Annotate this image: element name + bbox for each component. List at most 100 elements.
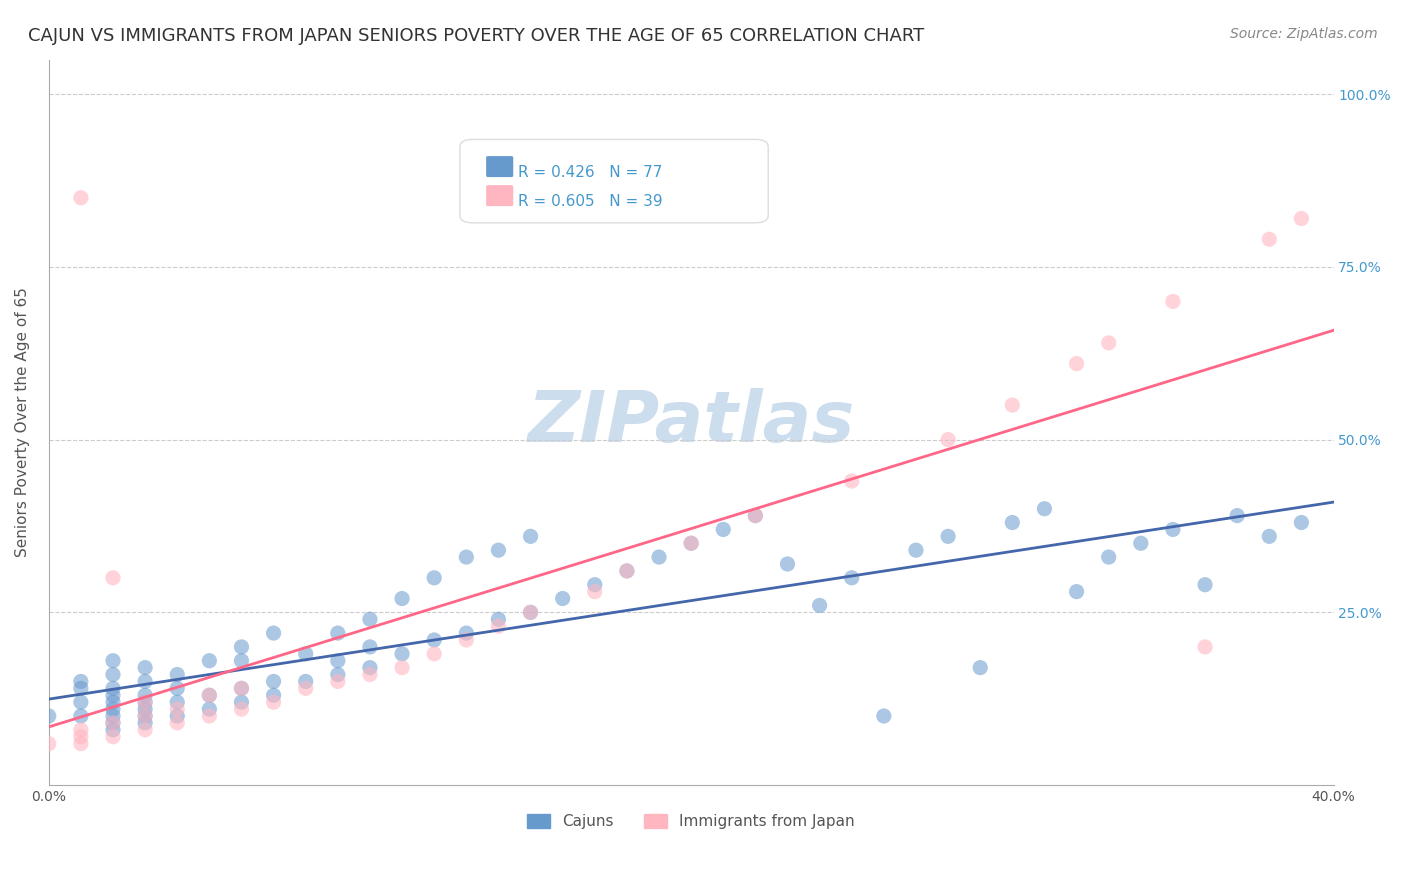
Point [681, 536, 703, 550]
Point [1001, 516, 1024, 530]
Point [873, 709, 896, 723]
Point [551, 591, 574, 606]
Point [70, 681, 93, 696]
Point [134, 715, 156, 730]
Point [231, 702, 253, 716]
Text: Source: ZipAtlas.com: Source: ZipAtlas.com [1230, 27, 1378, 41]
Point [359, 667, 381, 681]
Text: ZIPatlas: ZIPatlas [527, 388, 855, 457]
Point [519, 605, 541, 619]
Point [583, 584, 606, 599]
Point [456, 632, 478, 647]
Point [198, 702, 221, 716]
Point [1161, 294, 1184, 309]
Point [519, 529, 541, 543]
Point [134, 688, 156, 702]
Point [70, 709, 93, 723]
Point [711, 523, 734, 537]
Legend: Cajuns, Immigrants from Japan: Cajuns, Immigrants from Japan [522, 808, 862, 836]
Point [326, 667, 349, 681]
Point [70, 674, 93, 689]
Point [101, 571, 124, 585]
Point [198, 688, 221, 702]
Point [841, 474, 863, 488]
Point [326, 674, 349, 689]
Point [101, 681, 124, 696]
Point [969, 660, 991, 674]
Point [134, 674, 156, 689]
Point [294, 681, 316, 696]
Point [744, 508, 766, 523]
Point [166, 667, 188, 681]
Point [294, 674, 316, 689]
Point [1098, 550, 1121, 565]
Point [134, 709, 156, 723]
Point [166, 702, 188, 716]
Point [231, 695, 253, 709]
Point [1066, 357, 1088, 371]
Point [1098, 335, 1121, 350]
Point [456, 626, 478, 640]
Point [38, 737, 60, 751]
Point [456, 550, 478, 565]
Point [841, 571, 863, 585]
FancyBboxPatch shape [486, 157, 513, 177]
Point [1291, 516, 1313, 530]
Point [776, 557, 799, 571]
Point [391, 647, 413, 661]
Point [101, 702, 124, 716]
FancyBboxPatch shape [486, 186, 513, 205]
Point [198, 654, 221, 668]
Point [101, 730, 124, 744]
Point [1258, 529, 1281, 543]
Point [70, 695, 93, 709]
Point [198, 709, 221, 723]
Point [263, 688, 285, 702]
Point [1066, 584, 1088, 599]
Point [70, 737, 93, 751]
Point [101, 715, 124, 730]
Point [263, 674, 285, 689]
Point [936, 433, 959, 447]
Point [134, 660, 156, 674]
Point [101, 695, 124, 709]
Point [359, 612, 381, 626]
Point [744, 508, 766, 523]
Point [616, 564, 638, 578]
Point [166, 695, 188, 709]
Point [70, 730, 93, 744]
Point [166, 681, 188, 696]
Point [198, 688, 221, 702]
Point [519, 605, 541, 619]
Point [1033, 501, 1056, 516]
Point [1001, 398, 1024, 412]
Point [326, 626, 349, 640]
Point [166, 715, 188, 730]
Point [134, 695, 156, 709]
Point [423, 571, 446, 585]
Point [423, 647, 446, 661]
Point [101, 723, 124, 737]
Point [616, 564, 638, 578]
Point [326, 654, 349, 668]
Point [583, 578, 606, 592]
Point [101, 715, 124, 730]
Point [1194, 578, 1216, 592]
Point [486, 543, 509, 558]
Point [486, 619, 509, 633]
Point [134, 702, 156, 716]
Point [904, 543, 927, 558]
Point [101, 654, 124, 668]
Point [70, 723, 93, 737]
Point [423, 632, 446, 647]
Point [1161, 523, 1184, 537]
Point [231, 681, 253, 696]
Point [134, 723, 156, 737]
Point [166, 709, 188, 723]
Text: CAJUN VS IMMIGRANTS FROM JAPAN SENIORS POVERTY OVER THE AGE OF 65 CORRELATION CH: CAJUN VS IMMIGRANTS FROM JAPAN SENIORS P… [28, 27, 924, 45]
Point [936, 529, 959, 543]
Point [486, 612, 509, 626]
Point [101, 688, 124, 702]
Point [1129, 536, 1152, 550]
Point [391, 660, 413, 674]
